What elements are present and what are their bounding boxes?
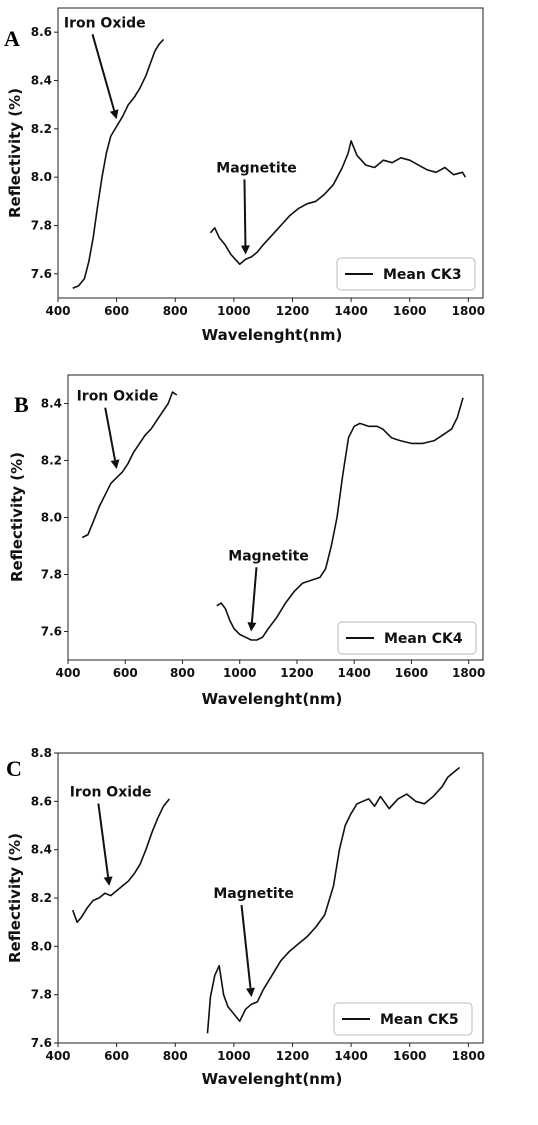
plot-frame (57, 7, 484, 299)
annotation-arrowhead (240, 245, 250, 255)
x-tick-label: 1000 (217, 304, 250, 318)
legend-box (333, 1002, 473, 1036)
x-tick-label: 1000 (223, 666, 256, 680)
x-tick-label: 1000 (217, 1049, 250, 1063)
annotation-arrowhead (246, 987, 255, 998)
panel-c: C 400 600 800 1000 1200 1400 1600 1800 7.6 7.8 8.0 8… (6, 746, 485, 1088)
annotation-arrowhead (103, 876, 113, 886)
panel-a: A 400 600 800 1000 1200 1400 1600 1800 7.6 7.8 8.0 8… (4, 7, 485, 344)
panel-letter: A (4, 26, 20, 51)
x-tick-label: 1200 (276, 1049, 309, 1063)
annotation-label: Magnetite (228, 548, 309, 564)
x-tick-label: 1600 (393, 1049, 426, 1063)
annotation-arrow-shaft (250, 567, 258, 623)
x-axis-label: Wavelenght(nm) (202, 326, 343, 344)
x-tick-label: 600 (104, 304, 129, 318)
y-tick-label: 8.0 (31, 939, 52, 953)
series-line (81, 391, 178, 539)
x-tick-label: 800 (170, 666, 195, 680)
series-line (209, 140, 467, 265)
legend-label: Mean CK3 (383, 267, 462, 283)
x-tick-label: 400 (45, 1049, 70, 1063)
x-tick-label: 600 (104, 1049, 129, 1063)
y-tick-label: 8.0 (31, 170, 52, 184)
y-tick-label: 8.8 (31, 746, 52, 760)
y-tick-label: 7.6 (31, 267, 52, 281)
legend-box (337, 621, 477, 655)
legend-label: Mean CK4 (384, 631, 463, 647)
plot-frame (67, 374, 484, 661)
series-line (72, 38, 165, 290)
annotation-label: Iron Oxide (77, 389, 159, 405)
legend-box (336, 257, 476, 291)
x-tick-label: 1800 (452, 1049, 485, 1063)
annotation-arrow-shaft (97, 803, 110, 878)
annotation-arrow-shaft (91, 34, 116, 111)
annotation-arrow-shaft (240, 904, 252, 989)
annotation-label: Magnetite (213, 886, 294, 902)
panel-letter: B (14, 392, 29, 417)
x-tick-label: 400 (55, 666, 80, 680)
x-tick-label: 1600 (393, 304, 426, 318)
y-tick-label: 8.6 (31, 794, 52, 808)
y-tick-label: 7.8 (31, 219, 52, 233)
x-tick-label: 1800 (452, 304, 485, 318)
x-tick-label: 1400 (338, 666, 371, 680)
y-tick-label: 8.2 (31, 891, 52, 905)
y-axis-label: Reflectivity (%) (6, 88, 24, 218)
x-tick-label: 1800 (452, 666, 485, 680)
x-tick-label: 600 (113, 666, 138, 680)
annotation-label: Iron Oxide (64, 15, 146, 31)
y-tick-label: 7.8 (31, 988, 52, 1002)
y-axis-label: Reflectivity (%) (6, 833, 24, 963)
annotation-arrowhead (110, 459, 120, 470)
x-tick-label: 400 (45, 304, 70, 318)
x-axis-label: Wavelenght(nm) (202, 690, 343, 708)
x-tick-label: 1200 (280, 666, 313, 680)
plot-frame (57, 752, 484, 1044)
x-tick-label: 1400 (334, 304, 367, 318)
y-tick-label: 8.4 (41, 397, 62, 411)
y-tick-label: 7.6 (41, 625, 62, 639)
y-tick-label: 7.6 (31, 1036, 52, 1050)
annotation-arrow-shaft (243, 179, 247, 246)
y-tick-label: 8.2 (31, 122, 52, 136)
annotation-arrowhead (247, 622, 257, 632)
series-line (71, 798, 171, 923)
y-tick-label: 8.4 (31, 843, 52, 857)
x-tick-label: 1200 (276, 304, 309, 318)
x-tick-label: 1400 (334, 1049, 367, 1063)
x-tick-label: 800 (163, 304, 188, 318)
series-line (206, 766, 461, 1034)
y-tick-label: 8.2 (41, 454, 62, 468)
annotation-arrow-shaft (104, 407, 116, 461)
x-axis-label: Wavelenght(nm) (202, 1070, 343, 1088)
x-tick-label: 800 (163, 1049, 188, 1063)
annotation-arrowhead (109, 109, 119, 120)
annotation-label: Magnetite (216, 160, 297, 176)
series-line (216, 397, 464, 641)
y-tick-label: 8.4 (31, 74, 52, 88)
panel-letter: C (6, 756, 22, 781)
y-tick-label: 8.0 (41, 511, 62, 525)
y-axis-label: Reflectivity (%) (8, 452, 26, 582)
annotation-label: Iron Oxide (70, 785, 152, 801)
x-tick-label: 1600 (395, 666, 428, 680)
legend-label: Mean CK5 (380, 1012, 459, 1028)
panel-b: B 400 600 800 1000 1200 1400 1600 1800 7.6 7.8 8.0 8… (8, 374, 485, 708)
y-tick-label: 7.8 (41, 568, 62, 582)
y-tick-label: 8.6 (31, 25, 52, 39)
